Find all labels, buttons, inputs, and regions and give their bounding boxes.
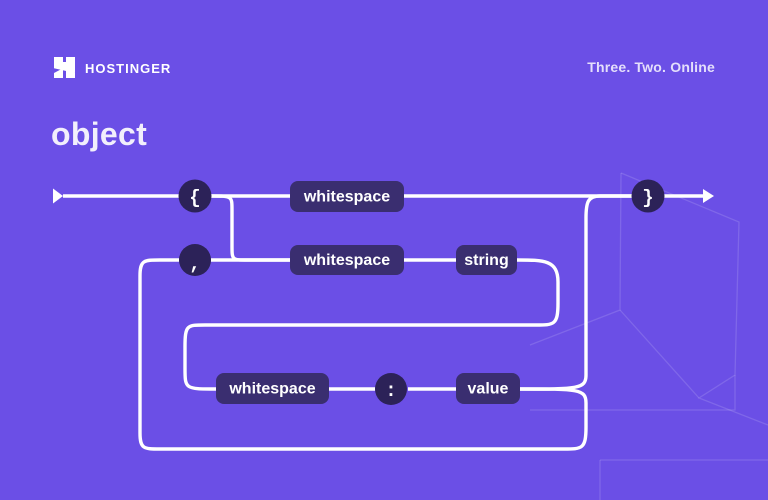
svg-text:value: value — [468, 381, 509, 398]
svg-text:string: string — [464, 252, 508, 269]
svg-text:{: { — [189, 187, 200, 209]
svg-text::: : — [385, 380, 396, 402]
svg-text:whitespace: whitespace — [303, 252, 390, 269]
svg-text:,: , — [189, 253, 200, 275]
svg-text:}: } — [642, 187, 653, 209]
svg-text:whitespace: whitespace — [303, 189, 390, 206]
svg-text:whitespace: whitespace — [228, 381, 315, 398]
